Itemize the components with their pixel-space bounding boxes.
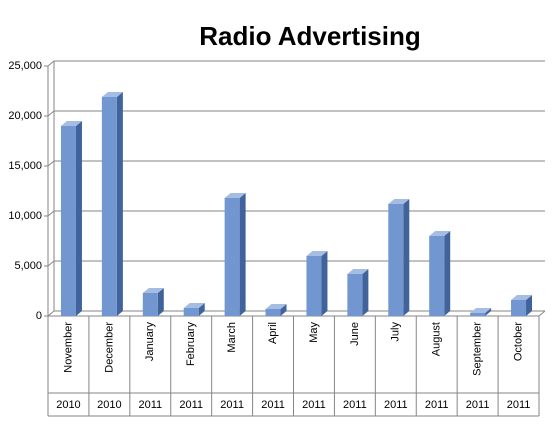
year-label: 2011 [343,399,367,411]
y-tick-label: 5,000 [14,260,42,272]
bar-top [183,303,205,308]
y-tick-label: 25,000 [8,60,42,72]
y-tick-label: 20,000 [8,110,42,122]
bar [429,236,445,316]
bar-side [280,304,287,316]
bar-top [224,193,246,198]
grid-depth [47,260,55,267]
year-label: 2010 [97,399,121,411]
bar [60,126,76,316]
grid-depth [47,110,55,117]
bar-side [362,269,369,316]
bar [306,256,322,316]
x-tick-label: December [103,322,115,373]
bar-top [470,308,492,313]
x-tick-label: February [185,322,197,367]
x-tick-label: January [144,322,156,362]
bar-top [142,288,164,293]
year-label: 2011 [179,399,203,411]
x-tick-label: March [226,322,238,353]
x-tick-label: November [62,322,74,373]
bar-side [403,199,410,316]
y-tick-label: 15,000 [8,160,42,172]
bar [224,198,240,316]
bar-side [116,92,123,316]
bar-top [347,269,369,274]
bar [347,274,363,316]
bar-side [198,303,205,316]
bar-top [60,121,82,126]
y-tick-label: 10,000 [8,210,42,222]
bar [142,293,158,316]
bar-side [157,288,164,316]
x-tick-label: May [308,322,320,343]
bar-top [306,251,328,256]
bar [265,309,281,316]
grid-depth [47,310,55,317]
bar [101,97,117,316]
bar-side [321,251,328,316]
bar-top [265,304,287,309]
year-label: 2011 [302,399,326,411]
chart-title: Radio Advertising [199,21,421,51]
grid-depth [47,160,55,167]
floor-edge [538,310,546,317]
bar-top [511,295,533,300]
year-label: 2011 [220,399,244,411]
year-label: 2010 [56,399,80,411]
year-label: 2011 [261,399,285,411]
x-tick-label: October [512,322,524,361]
bar-side [75,121,82,316]
bar-side [485,308,492,316]
x-tick-label: September [472,322,484,376]
bar-side [444,231,451,316]
x-tick-label: July [390,322,402,342]
year-label: 2011 [507,399,531,411]
bar-side [239,193,246,316]
grid-depth [47,210,55,217]
bar-top [388,199,410,204]
bar-top [429,231,451,236]
x-tick-label: June [349,322,361,346]
bar [511,300,527,316]
bar [470,313,486,316]
x-tick-label: August [431,322,443,356]
x-tick-label: April [267,322,279,344]
year-label: 2011 [138,399,162,411]
bar [183,308,199,316]
grid-depth [47,60,55,67]
bar-side [526,295,533,316]
y-tick-label: 0 [36,310,42,322]
bar-top [101,92,123,97]
bar [388,204,404,316]
year-label: 2011 [384,399,408,411]
year-label: 2011 [425,399,449,411]
year-label: 2011 [466,399,490,411]
